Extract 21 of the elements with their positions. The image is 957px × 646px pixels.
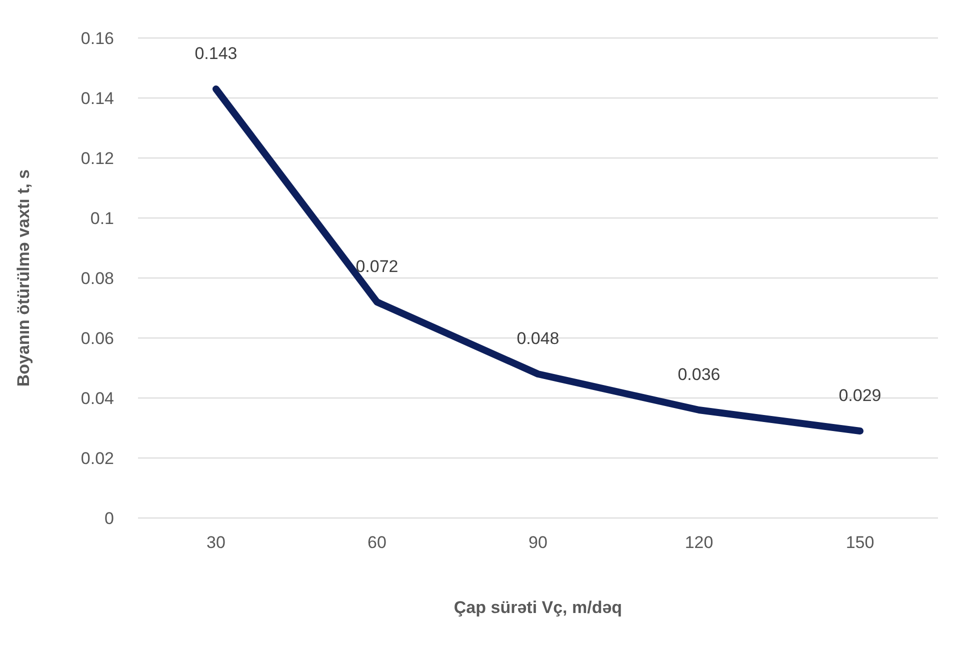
data-label: 0.143 (194, 44, 238, 63)
data-label: 0.036 (678, 365, 720, 384)
y-tick-label: 0.06 (80, 329, 114, 348)
y-tick-label: 0.16 (80, 29, 114, 48)
y-tick-label: 0.02 (80, 449, 114, 468)
y-tick-label: 0.04 (80, 389, 114, 408)
y-tick-label: 0 (104, 509, 114, 528)
x-tick-label: 60 (368, 533, 386, 552)
data-label: 0.029 (838, 386, 882, 405)
data-label: 0.072 (356, 257, 398, 276)
y-tick-label: 0.08 (80, 269, 114, 288)
x-tick-label: 30 (206, 533, 226, 552)
x-axis-title: Çap sürəti Vç, m/dəq (454, 598, 622, 617)
data-label: 0.048 (516, 329, 560, 348)
x-tick-label: 150 (846, 533, 874, 552)
x-tick-label: 90 (528, 533, 548, 552)
y-tick-label: 0.14 (80, 89, 114, 108)
y-tick-label: 0.12 (80, 149, 114, 168)
y-tick-label: 0.1 (90, 209, 114, 228)
y-axis-title: Boyanın ötürülmə vaxtı t, s (14, 169, 34, 387)
x-tick-label: 120 (684, 533, 714, 552)
